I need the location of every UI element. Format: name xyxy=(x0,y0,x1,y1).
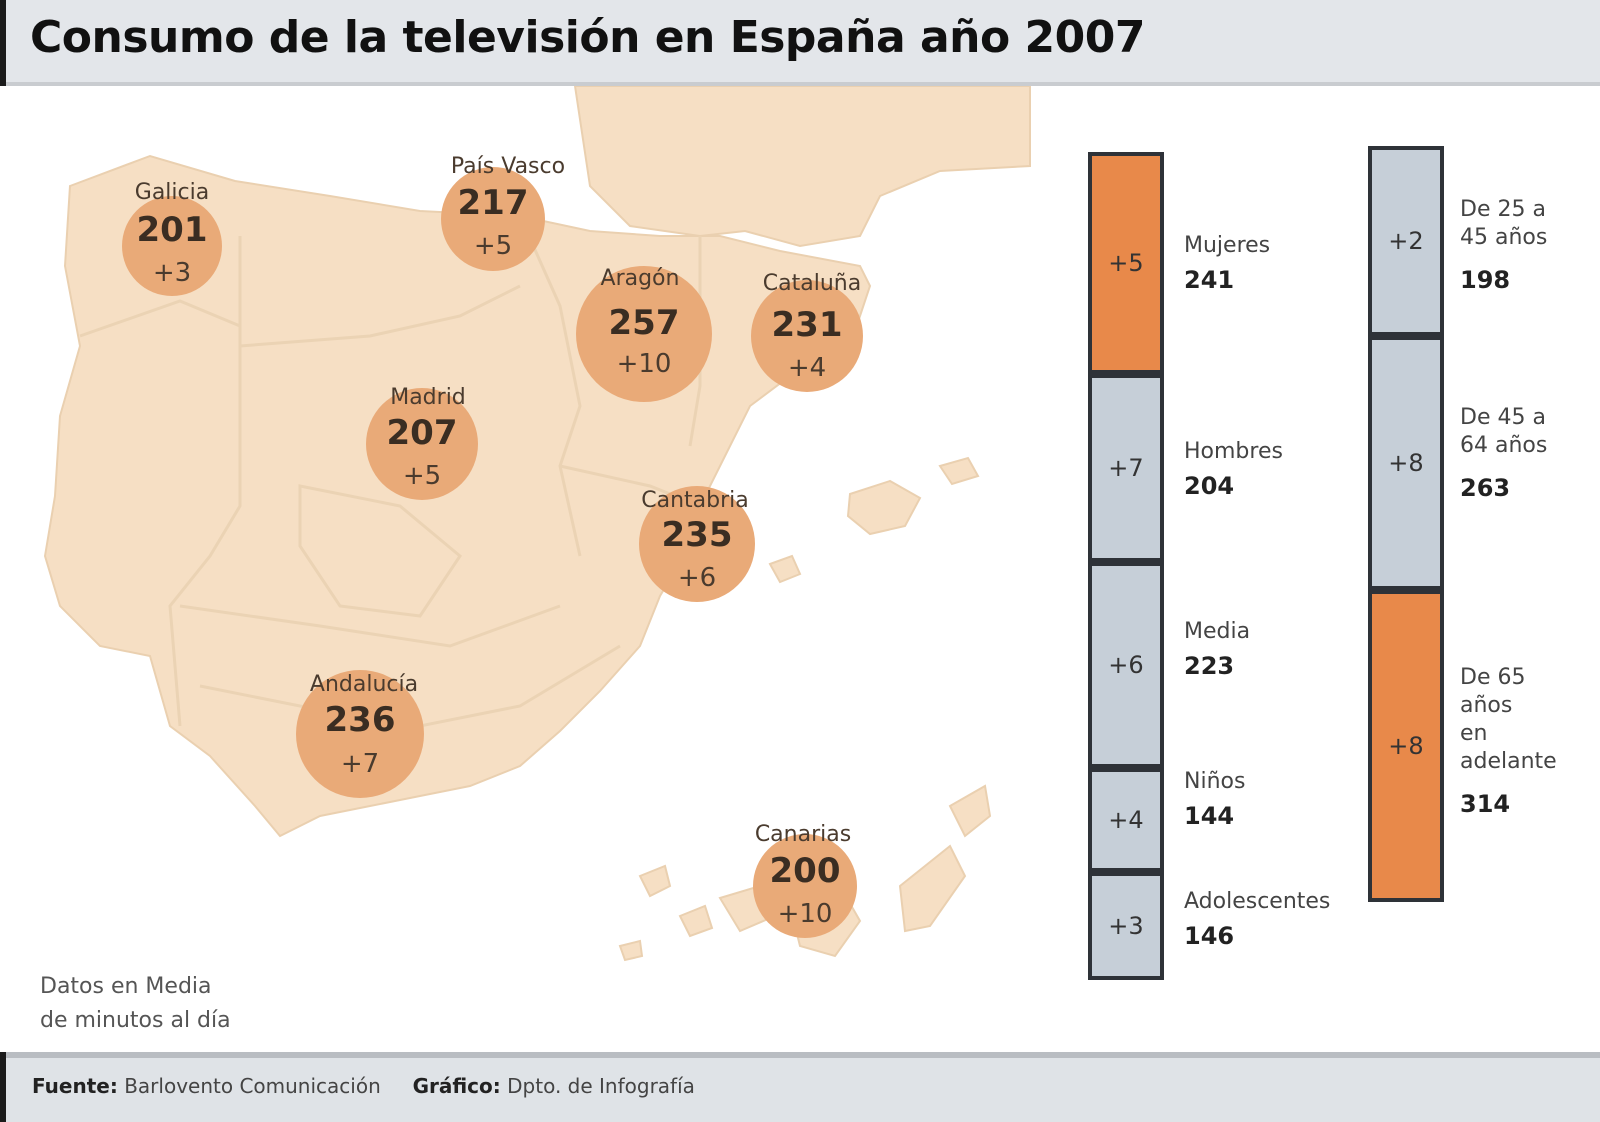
region-label: Galicia xyxy=(135,180,209,205)
bar-mujeres: +5 xyxy=(1088,152,1164,374)
region-change: +5 xyxy=(403,461,441,491)
region-galicia: Galicia 201 +3 xyxy=(122,180,222,296)
balearic-islands xyxy=(768,456,980,584)
region-label: Andalucía xyxy=(310,672,418,697)
region-value: 201 xyxy=(137,210,208,250)
footer: Fuente: Barlovento Comunicación Gráfico:… xyxy=(0,1052,1600,1122)
label-line: De 45 a xyxy=(1460,405,1546,430)
graphic-label: Gráfico: xyxy=(412,1074,501,1098)
region-canarias: Canarias 200 +10 xyxy=(753,822,857,938)
spain-map: Galicia 201 +3 País Vasco 217 +5 Aragón … xyxy=(43,86,1031,962)
value-25-45: 198 xyxy=(1460,266,1511,294)
region-label: Madrid xyxy=(390,385,466,410)
region-change: +5 xyxy=(474,231,512,261)
label-line: De 65 xyxy=(1460,665,1526,690)
bar-change: +5 xyxy=(1108,249,1144,277)
bar-change: +3 xyxy=(1108,912,1144,940)
label-ninos: Niños xyxy=(1184,769,1246,794)
bar-adolescentes: +3 xyxy=(1088,872,1164,980)
region-change: +6 xyxy=(678,563,716,593)
note-line: de minutos al día xyxy=(40,1008,231,1033)
region-label: Cataluña xyxy=(763,271,861,296)
units-note: Datos en Media de minutos al día xyxy=(40,970,231,1038)
region-value: 200 xyxy=(770,851,841,891)
region-pais-vasco: País Vasco 217 +5 xyxy=(441,154,565,271)
value-mujeres: 241 xyxy=(1184,266,1235,294)
source-label: Fuente: xyxy=(32,1074,118,1098)
label-line: años xyxy=(1460,693,1513,718)
value-45-64: 263 xyxy=(1460,474,1511,502)
page-title: Consumo de la televisión en España año 2… xyxy=(30,12,1145,63)
region-change: +7 xyxy=(341,749,379,779)
label-line: De 25 a xyxy=(1460,197,1546,222)
bar-ninos: +4 xyxy=(1088,768,1164,872)
bar-change: +8 xyxy=(1388,449,1424,477)
credits: Fuente: Barlovento Comunicación Gráfico:… xyxy=(32,1074,695,1098)
bar-change: +2 xyxy=(1388,227,1424,255)
value-hombres: 204 xyxy=(1184,472,1235,500)
region-value: 231 xyxy=(772,305,843,345)
label-line: adelante xyxy=(1460,749,1557,774)
region-value: 235 xyxy=(662,515,733,555)
region-cantabria: Cantabria 235 +6 xyxy=(639,486,755,602)
label-25-45: De 25 a 45 años xyxy=(1460,196,1547,252)
label-mujeres: Mujeres xyxy=(1184,233,1271,258)
label-hombres: Hombres xyxy=(1184,439,1283,464)
bar-change: +7 xyxy=(1108,454,1144,482)
region-change: +10 xyxy=(778,899,833,929)
bar-hombres: +7 xyxy=(1088,374,1164,562)
value-media: 223 xyxy=(1184,652,1235,680)
region-value: 207 xyxy=(387,413,458,453)
region-value: 257 xyxy=(609,303,680,343)
region-label: Cantabria xyxy=(641,488,749,513)
region-value: 217 xyxy=(458,183,529,223)
region-label: País Vasco xyxy=(451,154,565,179)
label-line: 45 años xyxy=(1460,225,1548,250)
bar-change: +4 xyxy=(1108,806,1144,834)
source: Barlovento Comunicación xyxy=(124,1074,381,1098)
region-cataluna: Cataluña 231 +4 xyxy=(751,271,863,392)
region-change: +3 xyxy=(153,258,191,288)
bar-25-45: +2 xyxy=(1368,146,1444,336)
label-line: en xyxy=(1460,721,1488,746)
label-line: 64 años xyxy=(1460,433,1548,458)
region-aragon: Aragón 257 +10 xyxy=(576,266,712,402)
region-madrid: Madrid 207 +5 xyxy=(366,385,478,500)
bar-media: +6 xyxy=(1088,562,1164,768)
label-65-plus: De 65 años en adelante xyxy=(1460,664,1557,776)
region-value: 236 xyxy=(325,700,396,740)
graphic-credit: Dpto. de Infografía xyxy=(507,1074,695,1098)
bar-change: +8 xyxy=(1388,732,1424,760)
region-change: +10 xyxy=(617,349,672,379)
region-label: Aragón xyxy=(601,266,680,291)
label-45-64: De 45 a 64 años xyxy=(1460,404,1547,460)
value-65-plus: 314 xyxy=(1460,790,1511,818)
title-bar: Consumo de la televisión en España año 2… xyxy=(0,0,1600,86)
value-adolescentes: 146 xyxy=(1184,922,1235,950)
bar-change: +6 xyxy=(1108,651,1144,679)
region-change: +4 xyxy=(788,353,826,383)
bar-65-plus: +8 xyxy=(1368,590,1444,902)
region-andalucia: Andalucía 236 +7 xyxy=(296,670,424,798)
region-label: Canarias xyxy=(755,822,851,847)
label-adolescentes: Adolescentes xyxy=(1184,889,1331,914)
note-line: Datos en Media xyxy=(40,974,212,999)
value-ninos: 144 xyxy=(1184,802,1235,830)
france-landmass xyxy=(573,86,1031,248)
label-media: Media xyxy=(1184,619,1251,644)
bar-45-64: +8 xyxy=(1368,336,1444,590)
